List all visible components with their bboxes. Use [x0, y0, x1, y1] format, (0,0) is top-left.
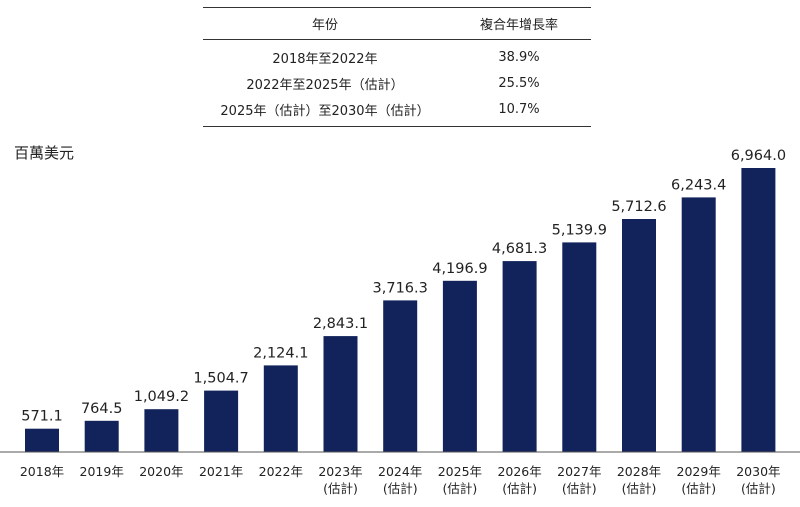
- bar-value-label: 764.5: [81, 401, 123, 417]
- x-tick-label: 2022年: [259, 464, 303, 479]
- bar-value-label: 4,681.3: [492, 241, 547, 257]
- bar: [741, 168, 776, 452]
- row-period: 2018年至2022年: [272, 51, 378, 67]
- x-tick-label: (估計): [622, 481, 657, 496]
- row-cagr: 38.9%: [498, 49, 540, 65]
- x-tick-label: 2018年: [20, 464, 64, 479]
- bar: [144, 409, 179, 452]
- bar: [25, 428, 59, 452]
- x-tick-label: 2025年: [438, 464, 482, 479]
- table-header-rule: [203, 39, 591, 40]
- x-tick-label: (估計): [502, 481, 537, 496]
- x-tick-label: 2027年: [557, 464, 601, 479]
- x-tick-label: (估計): [443, 481, 478, 496]
- x-tick-label: (估計): [562, 481, 597, 496]
- bar: [383, 300, 418, 452]
- header-period: 年份: [311, 18, 338, 33]
- table-row: 2025年（估計）至2030年（估計） 10.7%: [203, 96, 591, 122]
- table-row: 2022年至2025年（估計） 25.5%: [203, 70, 591, 96]
- row-period: 2025年（估計）至2030年（估計）: [220, 103, 430, 119]
- bar: [681, 197, 716, 452]
- header-cagr: 複合年增長率: [479, 18, 558, 33]
- x-tick-label: 2023年: [318, 464, 362, 479]
- bar-value-label: 2,843.1: [313, 316, 368, 332]
- bar: [562, 242, 597, 452]
- bar-value-label: 1,049.2: [134, 389, 189, 405]
- bar-value-label: 6,964.0: [731, 148, 786, 164]
- x-tick-label: (估計): [383, 481, 418, 496]
- bar: [204, 390, 239, 452]
- bar: [84, 420, 119, 452]
- bar-value-label: 1,504.7: [193, 371, 248, 387]
- bar: [263, 365, 298, 452]
- row-cagr: 25.5%: [498, 75, 540, 91]
- bar-value-label: 6,243.4: [671, 177, 726, 193]
- row-period: 2022年至2025年（估計）: [246, 77, 404, 93]
- bar: [442, 280, 477, 452]
- x-tick-label: (估計): [323, 481, 358, 496]
- x-tick-label: 2024年: [378, 464, 422, 479]
- cagr-table: 年份 複合年增長率 2018年至2022年 38.9% 2022年至2025年（…: [203, 7, 591, 127]
- x-tick-label: 2030年: [736, 464, 780, 479]
- bar-value-label: 3,716.3: [373, 280, 428, 296]
- x-tick-label: (估計): [681, 481, 716, 496]
- bar-value-label: 5,139.9: [552, 222, 607, 238]
- x-tick-label: 2019年: [80, 464, 124, 479]
- bar: [323, 336, 358, 452]
- table-bottom-rule: [203, 126, 591, 127]
- row-cagr: 10.7%: [498, 101, 540, 117]
- x-tick-label: 2026年: [497, 464, 541, 479]
- bar-value-label: 4,196.9: [432, 261, 487, 277]
- bar: [502, 261, 537, 452]
- x-tick-label: 2028年: [617, 464, 661, 479]
- x-tick-label: 2021年: [199, 464, 243, 479]
- table-top-rule: [203, 7, 591, 8]
- table-header-row: 年份 複合年增長率: [203, 8, 591, 39]
- bar: [622, 219, 656, 452]
- y-unit-label: 百萬美元: [14, 144, 75, 162]
- bar-value-label: 5,712.6: [611, 199, 666, 215]
- x-tick-label: (估計): [741, 481, 776, 496]
- x-tick-label: 2020年: [139, 464, 183, 479]
- bar-value-label: 571.1: [21, 409, 63, 425]
- bar-value-label: 2,124.1: [253, 345, 308, 361]
- x-tick-label: 2029年: [677, 464, 721, 479]
- table-row: 2018年至2022年 38.9%: [203, 44, 591, 70]
